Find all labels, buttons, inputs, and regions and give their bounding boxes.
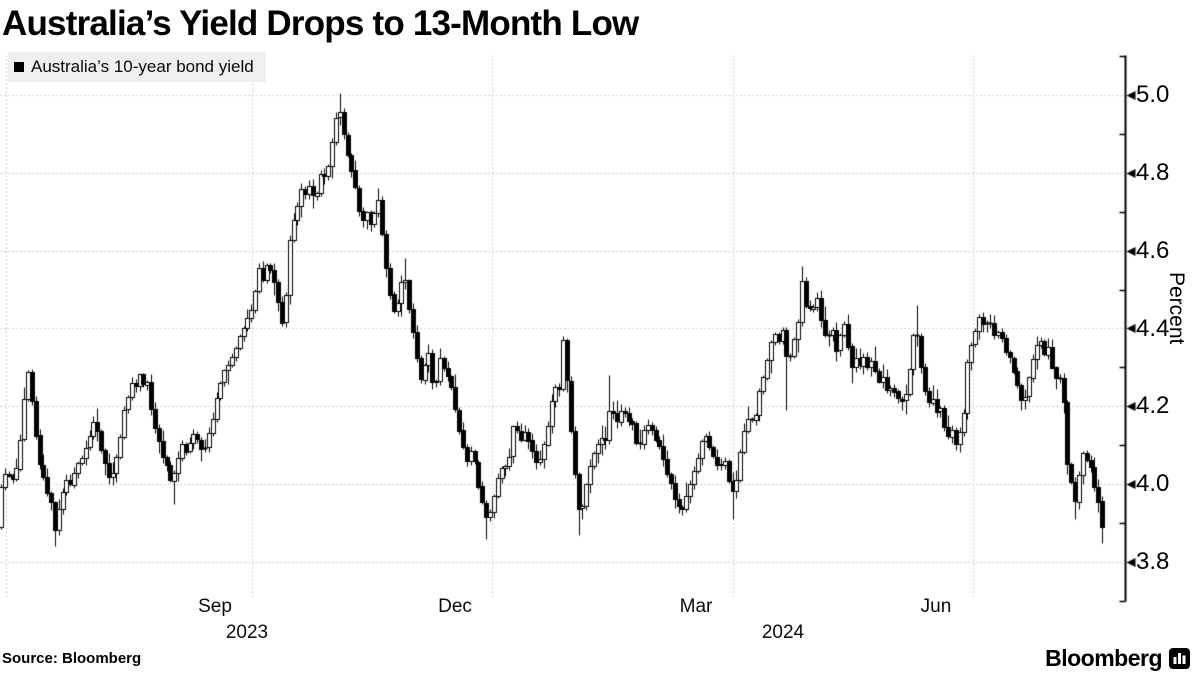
x-tick-label: Dec <box>438 596 472 617</box>
legend: Australia’s 10-year bond yield <box>8 52 266 82</box>
y-tick-label: 4.6 <box>1136 236 1170 264</box>
x-tick-label: Jun <box>920 596 952 617</box>
year-label: 2023 <box>225 622 269 643</box>
y-axis-title: Percent <box>1165 272 1188 345</box>
source-note: Source: Bloomberg <box>2 650 142 667</box>
y-tick-label: 4.8 <box>1136 158 1170 186</box>
y-tick-label: 4.0 <box>1136 470 1170 498</box>
x-tick-label: Mar <box>679 596 713 617</box>
y-tick-label: 4.4 <box>1136 314 1170 342</box>
y-tick-label: 5.0 <box>1136 81 1170 108</box>
y-tick-label: 4.2 <box>1136 392 1170 420</box>
legend-label: Australia’s 10-year bond yield <box>31 57 254 76</box>
year-label: 2024 <box>761 622 805 643</box>
bloomberg-brand: Bloomberg <box>1045 645 1190 672</box>
bloomberg-wordmark: Bloomberg <box>1045 645 1162 671</box>
bloomberg-logo-icon <box>1169 648 1190 669</box>
legend-swatch-icon <box>14 62 24 72</box>
y-tick-label: 3.8 <box>1136 548 1170 575</box>
page-title: Australia’s Yield Drops to 13-Month Low <box>2 4 639 43</box>
x-tick-label: Sep <box>198 596 232 617</box>
